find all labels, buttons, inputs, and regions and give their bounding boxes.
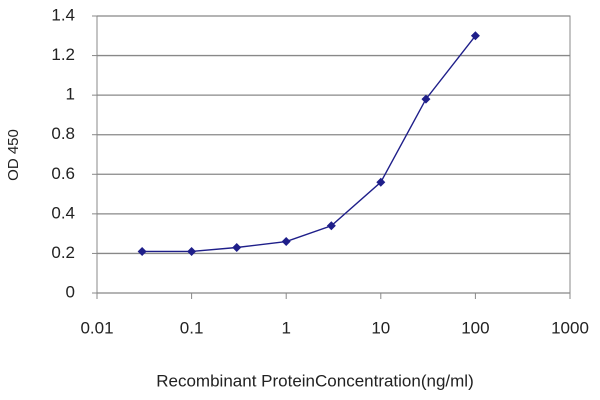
y-tick-label: 0 (66, 282, 75, 301)
x-tick-label: 0.01 (80, 318, 113, 337)
y-tick-label: 0.2 (51, 243, 75, 262)
data-marker (470, 31, 480, 41)
data-marker (187, 246, 197, 256)
x-tick-label: 10 (371, 318, 390, 337)
data-line (142, 35, 476, 253)
data-marker (421, 94, 431, 104)
y-tick-label: 1.2 (51, 45, 75, 64)
y-tick-label: 0.6 (51, 164, 75, 183)
x-tick-label: 1000 (551, 318, 589, 337)
y-axis-label: OD 450 (5, 129, 22, 181)
x-tick-label: 100 (461, 318, 489, 337)
y-tick-label: 0.4 (51, 203, 75, 222)
y-tick-label: 0.8 (51, 124, 75, 143)
y-tick-label: 1 (66, 85, 75, 104)
x-axis-label: Recombinant ProteinConcentration(ng/ml) (156, 371, 474, 390)
y-tick-label: 1.4 (51, 5, 75, 24)
data-marker (326, 221, 336, 231)
x-tick-label: 1 (281, 318, 290, 337)
data-marker (281, 237, 291, 247)
data-marker (137, 246, 147, 256)
data-marker (376, 177, 386, 187)
plot-area (96, 15, 571, 294)
x-tick-label: 0.1 (180, 318, 204, 337)
data-marker (232, 242, 242, 252)
